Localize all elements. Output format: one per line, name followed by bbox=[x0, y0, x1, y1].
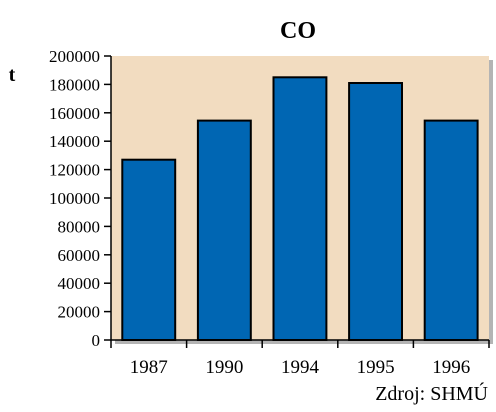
y-tick-label: 120000 bbox=[49, 161, 100, 180]
x-tick-label: 1990 bbox=[205, 357, 243, 378]
bar-1996 bbox=[423, 119, 479, 341]
y-axis-label: t bbox=[9, 64, 16, 86]
axes bbox=[104, 55, 490, 348]
bar-1994 bbox=[272, 76, 328, 342]
bar-series bbox=[121, 76, 479, 342]
tick-labels: 0 20000 40000 60000 80000 100000 120000 140000 1… bbox=[49, 47, 470, 378]
chart-title: CO bbox=[280, 18, 316, 44]
y-tick-label: 40000 bbox=[58, 274, 101, 293]
y-tick-label: 160000 bbox=[49, 104, 100, 123]
x-tick-label: 1994 bbox=[281, 357, 320, 378]
y-tick-label: 80000 bbox=[58, 217, 101, 236]
source-note: Zdroj: SHMÚ bbox=[375, 381, 488, 405]
bar-1990 bbox=[196, 119, 252, 341]
y-tick-label: 20000 bbox=[58, 303, 101, 322]
y-tick-label: 60000 bbox=[58, 246, 101, 265]
bar-1995 bbox=[348, 82, 404, 341]
x-tick-label: 1995 bbox=[357, 357, 395, 378]
y-tick-label: 0 bbox=[92, 331, 101, 350]
y-tick-label: 180000 bbox=[49, 75, 100, 94]
y-tick-label: 140000 bbox=[49, 132, 100, 151]
x-tick-label: 1987 bbox=[130, 357, 168, 378]
bar-1987 bbox=[121, 158, 177, 341]
y-tick-label: 200000 bbox=[49, 47, 100, 66]
y-tick-label: 100000 bbox=[49, 189, 100, 208]
x-tick-label: 1996 bbox=[432, 357, 470, 378]
